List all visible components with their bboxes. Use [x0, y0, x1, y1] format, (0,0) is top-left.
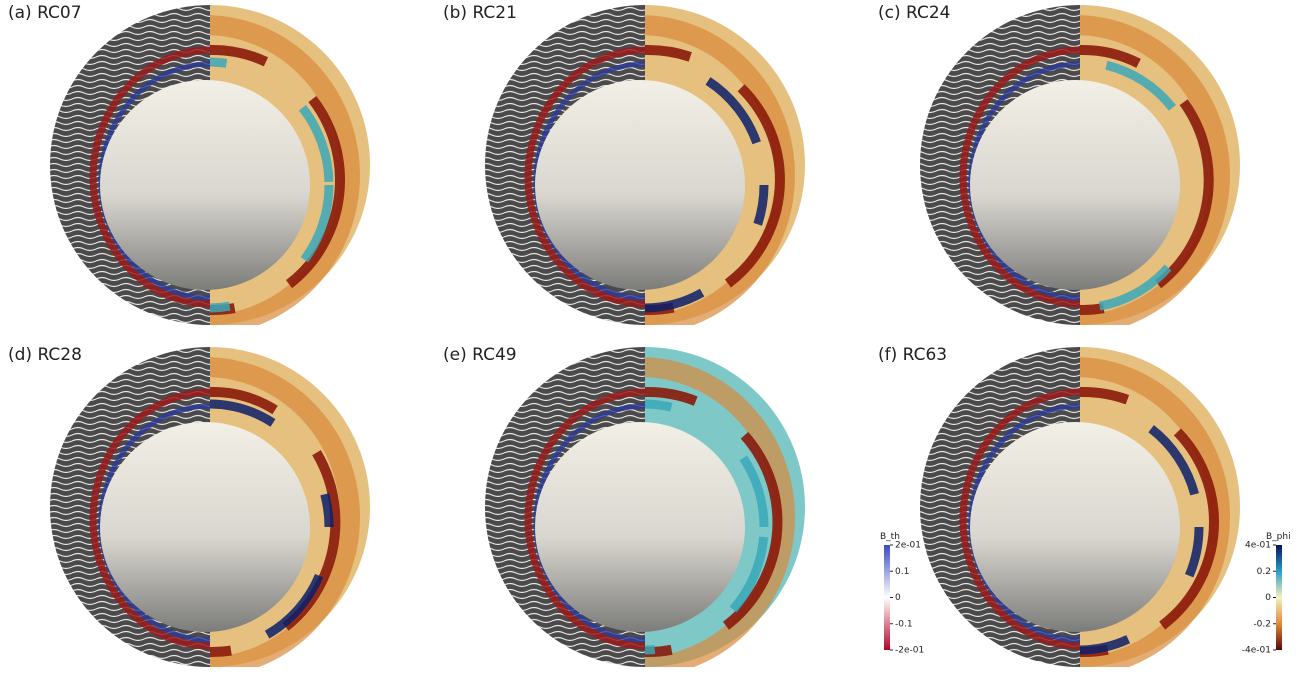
panel-label: (c) RC24 [878, 3, 950, 23]
colorbar-tick-label: -2e-01 [895, 646, 924, 656]
inner-sphere [535, 422, 745, 632]
colorbar-tick-label: 0.2 [1257, 567, 1271, 577]
colorbar-gradient [1276, 545, 1282, 650]
colorbar-tick-label: 0 [895, 593, 901, 603]
panel-label: (d) RC28 [8, 345, 82, 365]
panel: (c) RC24 [878, 3, 1240, 325]
colorbar-gradient [884, 545, 890, 650]
colorbar-tick-label: -0.2 [1253, 619, 1271, 629]
inner-sphere [535, 80, 745, 290]
colorbar-tick-label: 2e-01 [895, 541, 921, 551]
panel: (a) RC07 [8, 3, 370, 325]
colorbar-tick-label: -4e-01 [1242, 646, 1271, 656]
colorbar-tick-label: 4e-01 [1245, 541, 1271, 551]
inner-sphere [100, 422, 310, 632]
panel-label: (e) RC49 [443, 345, 517, 365]
panel-label: (b) RC21 [443, 3, 517, 23]
colorbar-tick-label: 0.1 [895, 567, 909, 577]
inner-sphere [100, 80, 310, 290]
figure: (a) RC07 (b) RC21 (c) RC24 (d) RC28 (e) RC49… [0, 0, 1305, 684]
panel: (e) RC49 [443, 345, 805, 667]
panel: (b) RC21 [443, 3, 805, 325]
panel: (f) RC63 [878, 345, 1240, 667]
inner-sphere [970, 80, 1180, 290]
colorbar-tick-label: -0.1 [895, 619, 913, 629]
inner-sphere [970, 422, 1180, 632]
panel-label: (f) RC63 [878, 345, 947, 365]
colorbar-tick-label: 0 [1265, 593, 1271, 603]
panel: (d) RC28 [8, 345, 370, 667]
panel-label: (a) RC07 [8, 3, 82, 23]
